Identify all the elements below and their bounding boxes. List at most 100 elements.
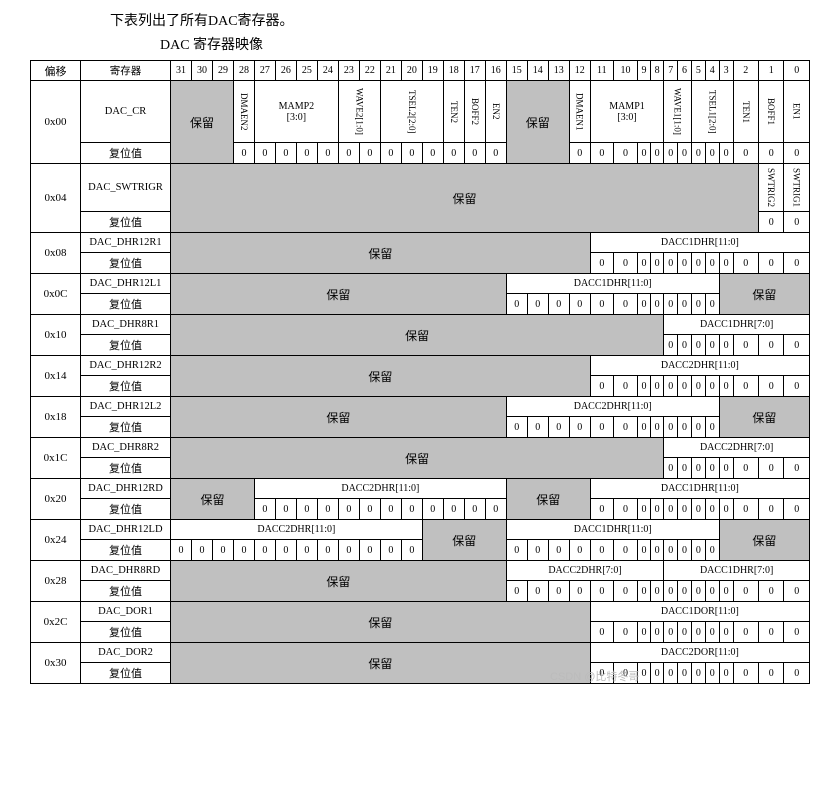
hdr-offset: 偏移	[31, 61, 81, 81]
rv: 0	[651, 143, 664, 164]
rv: 0	[719, 376, 733, 397]
rv: 0	[758, 622, 783, 643]
row-dhr12r2: 0x14 DAC_DHR12R2 保留 DACC2DHR[11:0]	[31, 356, 810, 376]
rv: 0	[464, 499, 485, 520]
rv: 0	[637, 499, 650, 520]
d12l1-res2: 保留	[719, 274, 809, 315]
offset-d12r1: 0x08	[31, 233, 81, 274]
d12l1-res1: 保留	[171, 274, 507, 315]
cr-ten1: TEN1	[733, 81, 758, 143]
rv: 0	[758, 581, 783, 602]
rv: 0	[590, 294, 613, 315]
row-dhr12rd: 0x20 DAC_DHR12RD 保留 DACC2DHR[11:0] 保留 DA…	[31, 479, 810, 499]
rv: 0	[317, 143, 338, 164]
rv: 0	[380, 143, 401, 164]
d12ld-f1: DACC1DHR[11:0]	[506, 520, 719, 540]
regname-d8r2: DAC_DHR8R2	[81, 438, 171, 458]
rv: 0	[443, 499, 464, 520]
rv: 0	[527, 417, 548, 438]
rv: 0	[590, 417, 613, 438]
rv: 0	[691, 335, 705, 356]
rv: 0	[758, 376, 783, 397]
sw-swtrig2: SWTRIG2	[758, 164, 783, 212]
rv: 0	[569, 540, 590, 561]
rv: 0	[590, 376, 613, 397]
rv: 0	[569, 581, 590, 602]
rv: 0	[664, 581, 678, 602]
bit-29: 29	[212, 61, 233, 81]
row-dhr12ld-rv: 复位值 000000000000 000000000000	[31, 540, 810, 561]
rv: 0	[590, 622, 613, 643]
offset-d12r2: 0x14	[31, 356, 81, 397]
rv: 0	[637, 294, 650, 315]
cr-dmaen1: DMAEN1	[569, 81, 590, 143]
row-dhr8rd: 0x28 DAC_DHR8RD 保留 DACC2DHR[7:0] DACC1DH…	[31, 561, 810, 581]
bit-16: 16	[485, 61, 506, 81]
rv: 0	[705, 499, 719, 520]
offset-d8r2: 0x1C	[31, 438, 81, 479]
watermark-text: CSDN @比特冬哥	[550, 668, 817, 684]
rv: 0	[254, 540, 275, 561]
cr-en2: EN2	[485, 81, 506, 143]
rv: 0	[758, 335, 783, 356]
offset-d12l1: 0x0C	[31, 274, 81, 315]
d12r2-res: 保留	[171, 356, 591, 397]
rv: 0	[691, 143, 705, 164]
rv: 0	[719, 335, 733, 356]
offset-d8r1: 0x10	[31, 315, 81, 356]
d8r1-rv-label: 复位值	[81, 335, 171, 356]
d8rd-f1: DACC1DHR[7:0]	[664, 561, 810, 581]
rv: 0	[548, 294, 569, 315]
row-dhr12r1: 0x08 DAC_DHR12R1 保留 DACC1DHR[11:0]	[31, 233, 810, 253]
d8rd-rv-label: 复位值	[81, 581, 171, 602]
offset-sw: 0x04	[31, 164, 81, 233]
d12rd-res2: 保留	[506, 479, 590, 520]
bit-14: 14	[527, 61, 548, 81]
rv: 0	[637, 540, 650, 561]
bit-18: 18	[443, 61, 464, 81]
rv: 0	[401, 499, 422, 520]
regname-sw: DAC_SWTRIGR	[81, 164, 171, 212]
bit-31: 31	[171, 61, 192, 81]
bit-17: 17	[464, 61, 485, 81]
dor1-res: 保留	[171, 602, 591, 643]
rv: 0	[758, 212, 783, 233]
rv: 0	[548, 540, 569, 561]
dor1-rv-label: 复位值	[81, 622, 171, 643]
rv: 0	[678, 458, 692, 479]
rv: 0	[380, 499, 401, 520]
rv: 0	[637, 417, 650, 438]
d12ld-res2: 保留	[719, 520, 809, 561]
dor2-res: 保留	[171, 643, 591, 684]
rv: 0	[664, 143, 678, 164]
table-title: DAC 寄存器映像	[160, 34, 817, 54]
cr-boff1: BOFF1	[758, 81, 783, 143]
d12l2-rv-label: 复位值	[81, 417, 171, 438]
rv: 0	[191, 540, 212, 561]
cr-mamp1: MAMP1 [3:0]	[590, 81, 664, 143]
rv: 0	[527, 581, 548, 602]
rv: 0	[691, 253, 705, 274]
bit-21: 21	[380, 61, 401, 81]
rv: 0	[464, 143, 485, 164]
bit-12: 12	[569, 61, 590, 81]
bit-22: 22	[359, 61, 380, 81]
row-dor1: 0x2C DAC_DOR1 保留 DACC1DOR[11:0]	[31, 602, 810, 622]
rv: 0	[637, 622, 650, 643]
bit-27: 27	[254, 61, 275, 81]
cr-tsel1: TSEL1[2:0]	[691, 81, 733, 143]
rv: 0	[443, 143, 464, 164]
d12ld-f2: DACC2DHR[11:0]	[171, 520, 423, 540]
rv: 0	[664, 458, 678, 479]
rv: 0	[359, 499, 380, 520]
rv: 0	[485, 499, 506, 520]
regname-cr: DAC_CR	[81, 81, 171, 143]
rv: 0	[171, 540, 192, 561]
d8r2-res: 保留	[171, 438, 664, 479]
regname-d12l2: DAC_DHR12L2	[81, 397, 171, 417]
rv: 0	[548, 417, 569, 438]
rv: 0	[506, 581, 527, 602]
cr-boff2: BOFF2	[464, 81, 485, 143]
rv: 0	[664, 376, 678, 397]
d8r1-res: 保留	[171, 315, 664, 356]
